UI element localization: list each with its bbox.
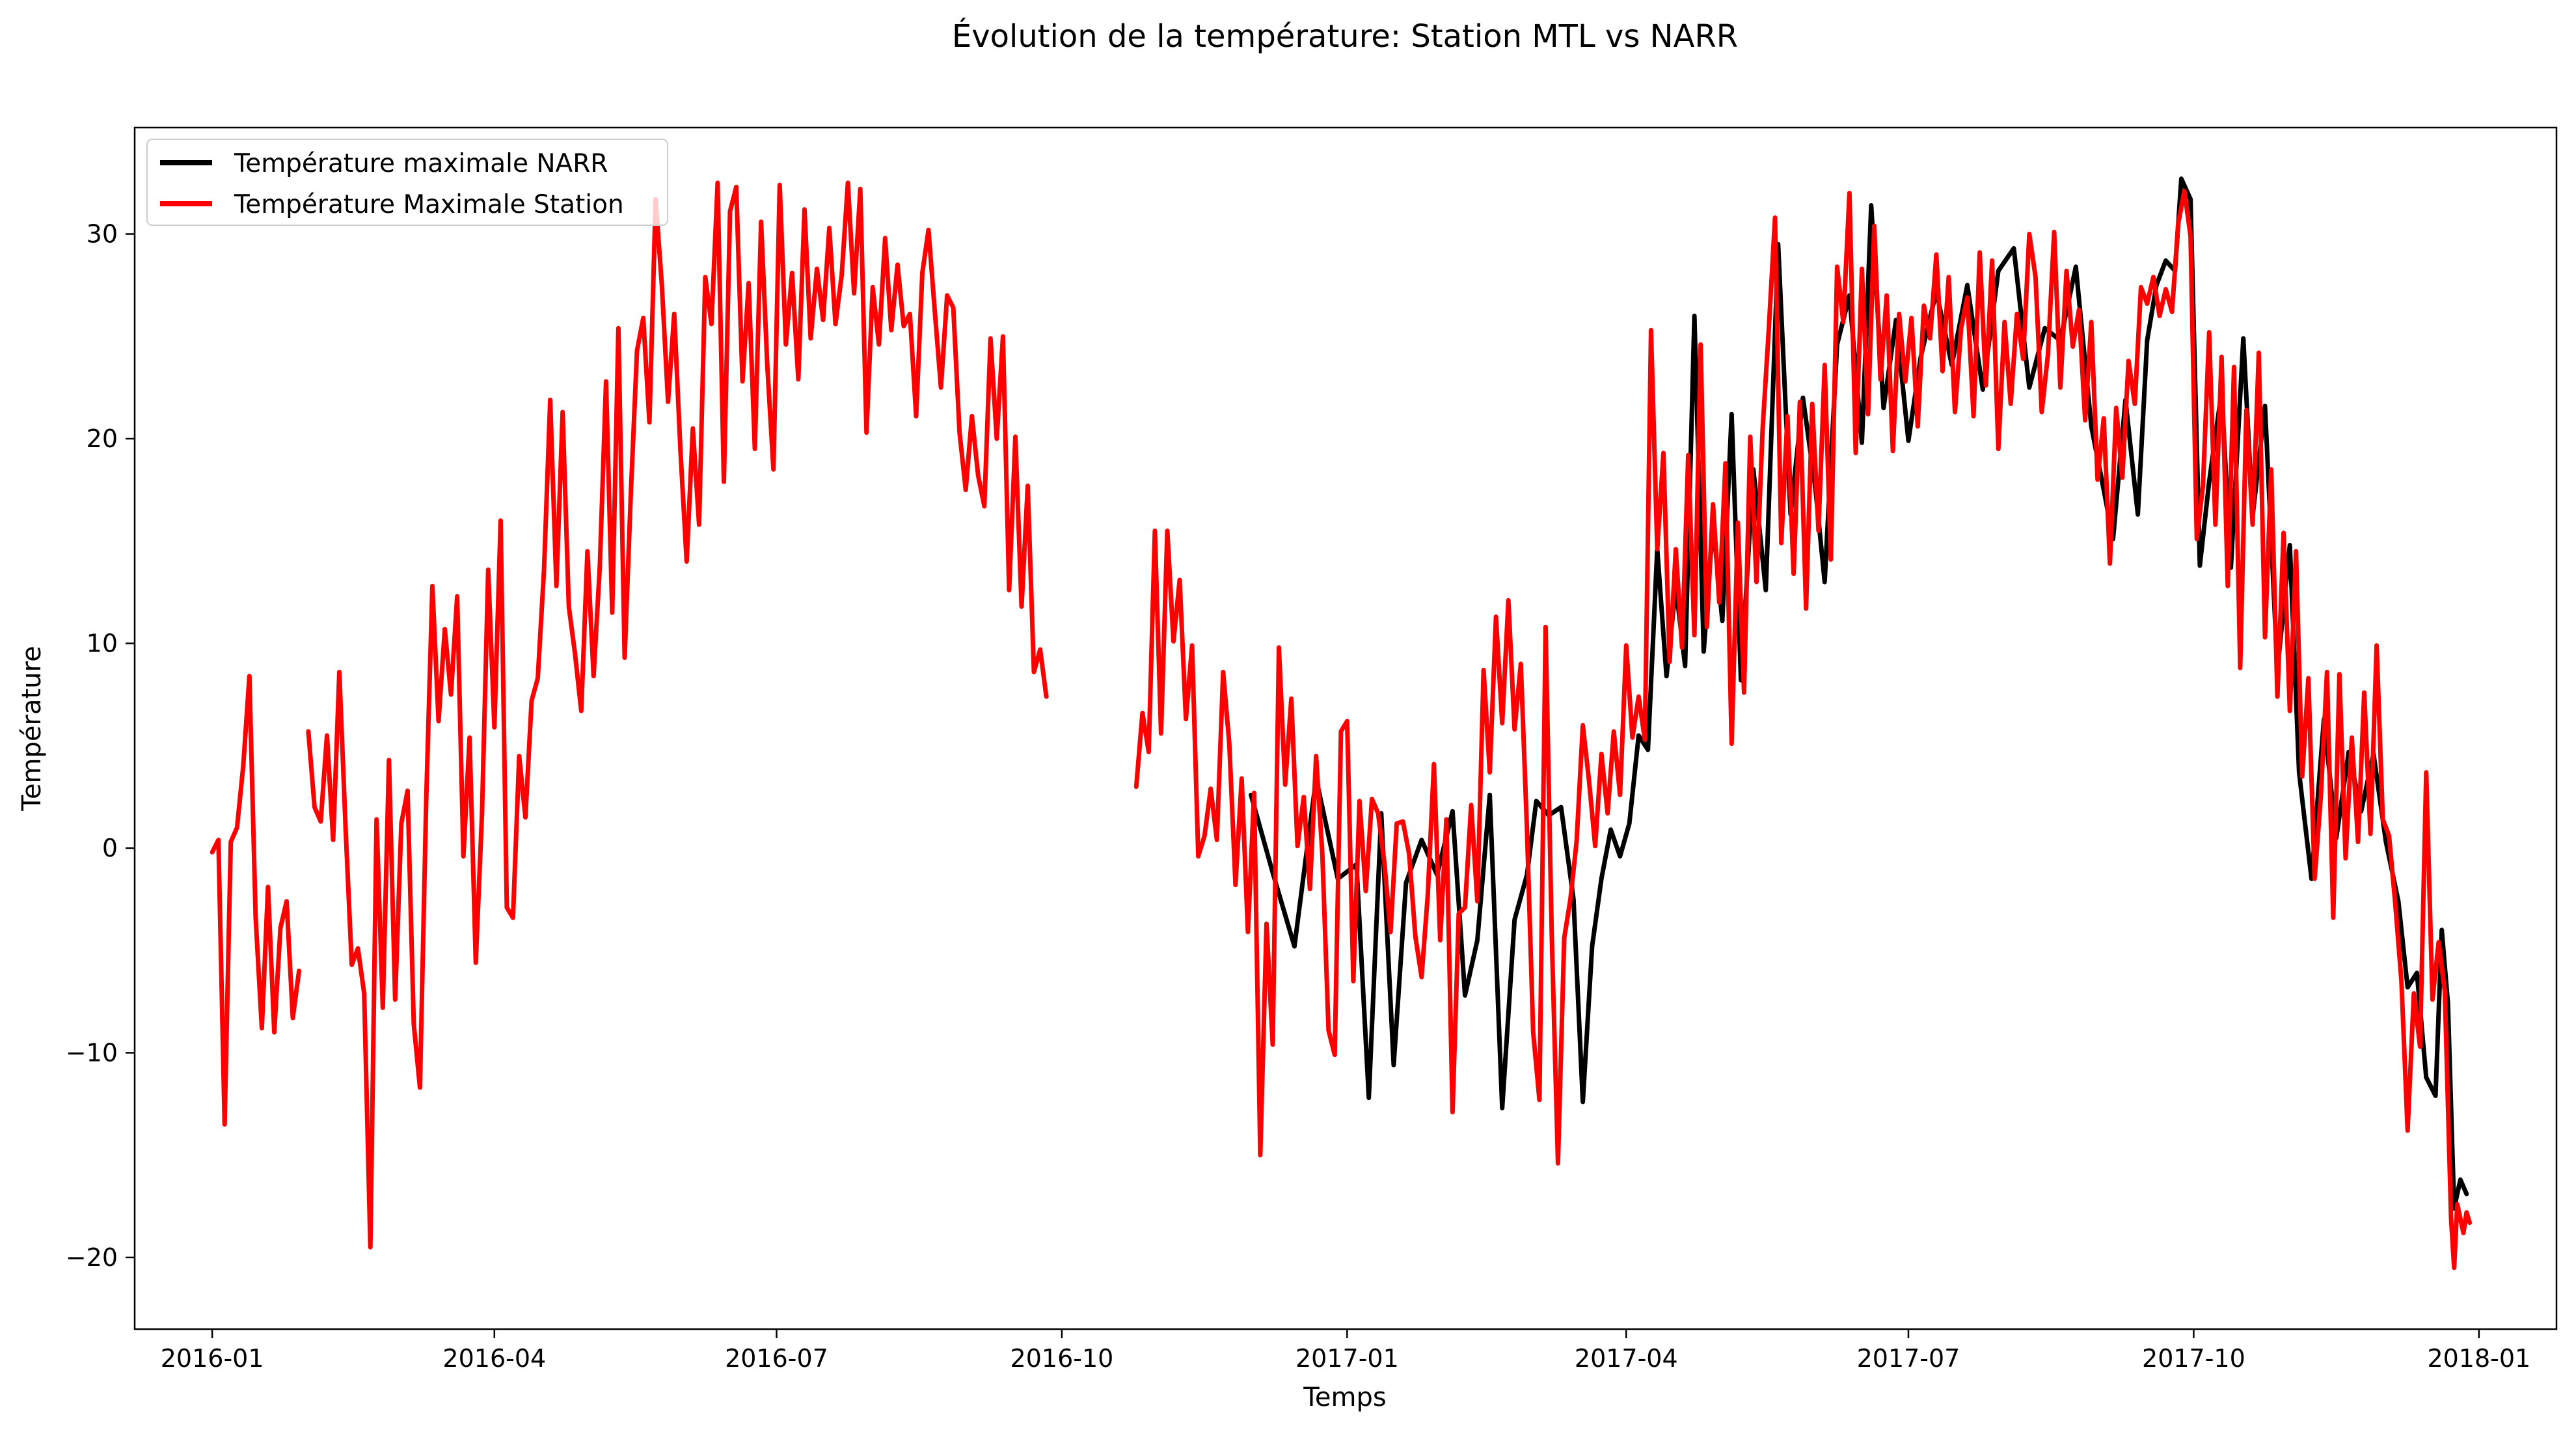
x-tick-label: 2017-10 — [2142, 1344, 2245, 1373]
x-tick-label: 2017-07 — [1857, 1344, 1960, 1373]
y-tick-label: 10 — [87, 629, 118, 657]
plot-frame — [133, 126, 2558, 1330]
x-tick-label: 2018-01 — [2427, 1344, 2530, 1373]
x-tick-label: 2016-07 — [725, 1344, 828, 1373]
y-tick-label: −20 — [66, 1243, 118, 1272]
x-tick-label: 2016-01 — [161, 1344, 264, 1373]
x-tick-label: 2017-01 — [1295, 1344, 1399, 1373]
y-tick-label: 0 — [102, 834, 118, 862]
legend-frame — [146, 139, 668, 226]
plot-area — [133, 126, 2558, 1330]
legend: Température maximale NARR Température Ma… — [146, 139, 668, 226]
y-tick-label: −10 — [66, 1038, 118, 1067]
chart-title: Évolution de la température: Station MTL… — [952, 18, 1738, 55]
series-line-station — [210, 180, 2473, 1271]
x-tick-label: 2017-04 — [1575, 1344, 1678, 1373]
y-axis-label: Température — [17, 646, 47, 811]
y-tick-label: 20 — [87, 424, 118, 453]
x-axis: 2016-01 2016-04 2016-07 2016-10 2017-01 2017-… — [161, 1329, 2530, 1373]
x-tick-label: 2016-04 — [442, 1344, 546, 1373]
x-axis-label: Temps — [1303, 1382, 1386, 1412]
legend-label-narr: Température maximale NARR — [234, 149, 608, 178]
y-axis: −20 −10 0 10 20 30 — [66, 220, 135, 1272]
legend-label-station: Température Maximale Station — [234, 190, 624, 219]
y-tick-label: 30 — [87, 220, 118, 249]
series-layer — [210, 176, 2473, 1271]
x-tick-label: 2016-10 — [1010, 1344, 1114, 1373]
